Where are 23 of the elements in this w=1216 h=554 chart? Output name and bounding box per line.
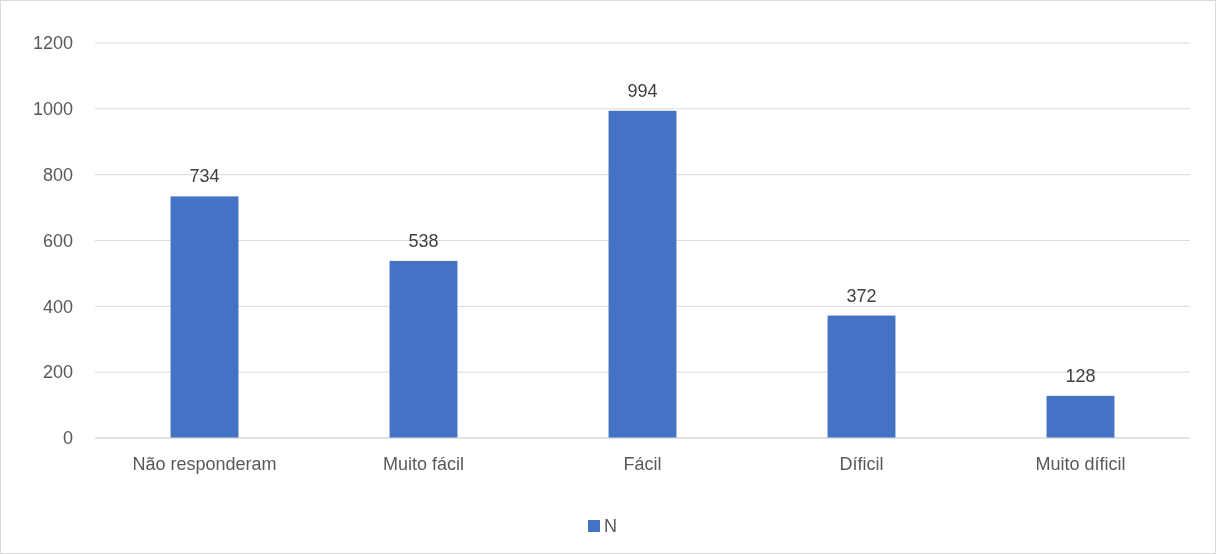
y-tick-label: 0 — [62, 428, 73, 449]
y-tick-label: 1000 — [32, 99, 73, 120]
x-tick-label: Muito fácil — [382, 454, 465, 474]
x-tick-label: Não responderam — [132, 454, 277, 474]
data-label: 538 — [408, 230, 439, 251]
y-tick-label: 200 — [42, 362, 73, 383]
data-label: 734 — [189, 166, 220, 187]
bar — [1046, 395, 1115, 438]
bar — [608, 110, 677, 438]
bar — [170, 196, 239, 438]
data-label: 994 — [627, 80, 658, 101]
data-label: 128 — [1065, 365, 1096, 386]
bar — [827, 315, 896, 438]
bar — [389, 260, 458, 438]
data-label: 372 — [846, 285, 877, 306]
y-tick-label: 800 — [42, 164, 73, 185]
legend-label: N — [604, 516, 617, 537]
y-tick-label: 1200 — [32, 33, 73, 54]
x-tick-label: Fácil — [623, 454, 662, 474]
x-tick-label: Muito díficil — [1035, 454, 1126, 474]
y-tick-label: 400 — [42, 296, 73, 317]
x-tick-label: Díficil — [839, 454, 884, 474]
y-tick-label: 600 — [42, 230, 73, 251]
